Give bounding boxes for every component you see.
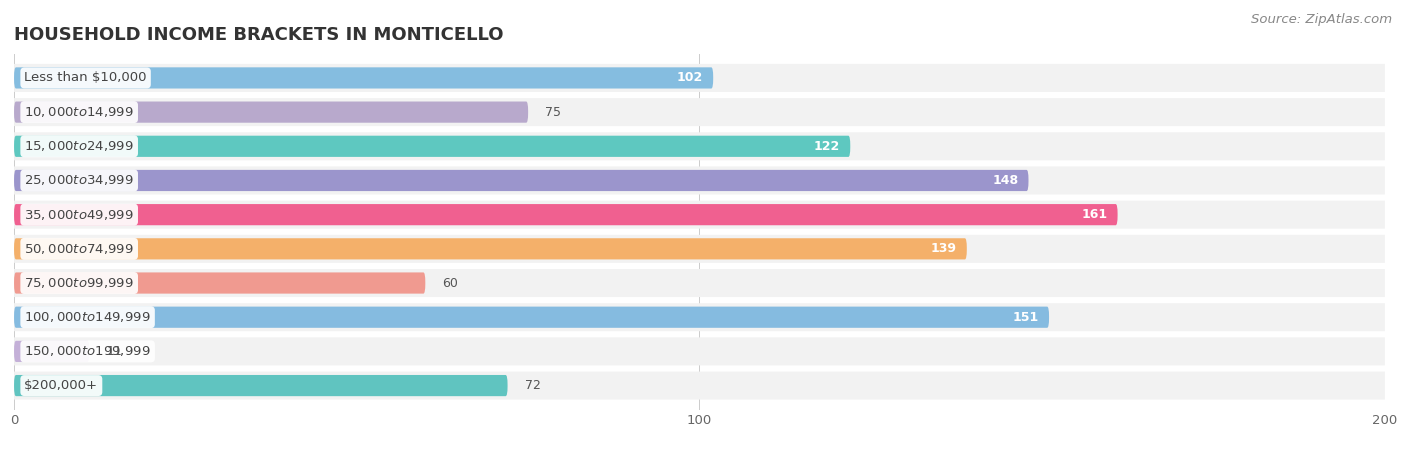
FancyBboxPatch shape (14, 306, 1049, 328)
Text: $150,000 to $199,999: $150,000 to $199,999 (24, 344, 150, 358)
FancyBboxPatch shape (14, 201, 1385, 229)
Text: $50,000 to $74,999: $50,000 to $74,999 (24, 242, 134, 256)
FancyBboxPatch shape (14, 166, 1385, 194)
Text: Less than $10,000: Less than $10,000 (24, 72, 146, 85)
Text: 148: 148 (993, 174, 1018, 187)
FancyBboxPatch shape (14, 136, 851, 157)
FancyBboxPatch shape (14, 269, 1385, 297)
Text: 139: 139 (931, 243, 956, 255)
Text: 122: 122 (814, 140, 839, 153)
Text: $15,000 to $24,999: $15,000 to $24,999 (24, 140, 134, 153)
FancyBboxPatch shape (14, 338, 1385, 365)
Text: 161: 161 (1081, 208, 1108, 221)
Text: $75,000 to $99,999: $75,000 to $99,999 (24, 276, 134, 290)
FancyBboxPatch shape (14, 204, 1118, 225)
FancyBboxPatch shape (14, 238, 967, 260)
Text: $10,000 to $14,999: $10,000 to $14,999 (24, 105, 134, 119)
FancyBboxPatch shape (14, 272, 425, 293)
Text: $35,000 to $49,999: $35,000 to $49,999 (24, 207, 134, 222)
Text: 75: 75 (546, 106, 561, 119)
FancyBboxPatch shape (14, 341, 90, 362)
Text: HOUSEHOLD INCOME BRACKETS IN MONTICELLO: HOUSEHOLD INCOME BRACKETS IN MONTICELLO (14, 26, 503, 44)
FancyBboxPatch shape (14, 98, 1385, 126)
Text: 11: 11 (107, 345, 122, 358)
FancyBboxPatch shape (14, 102, 529, 123)
Text: 60: 60 (443, 276, 458, 289)
Text: Source: ZipAtlas.com: Source: ZipAtlas.com (1251, 14, 1392, 27)
FancyBboxPatch shape (14, 303, 1385, 331)
FancyBboxPatch shape (14, 132, 1385, 160)
FancyBboxPatch shape (14, 170, 1029, 191)
Text: $200,000+: $200,000+ (24, 379, 98, 392)
Text: 151: 151 (1012, 310, 1039, 324)
FancyBboxPatch shape (14, 375, 508, 396)
FancyBboxPatch shape (14, 68, 713, 89)
FancyBboxPatch shape (14, 372, 1385, 400)
Text: $25,000 to $34,999: $25,000 to $34,999 (24, 174, 134, 188)
Text: 102: 102 (676, 72, 703, 85)
FancyBboxPatch shape (14, 235, 1385, 263)
Text: 72: 72 (524, 379, 540, 392)
FancyBboxPatch shape (14, 64, 1385, 92)
Text: $100,000 to $149,999: $100,000 to $149,999 (24, 310, 150, 324)
